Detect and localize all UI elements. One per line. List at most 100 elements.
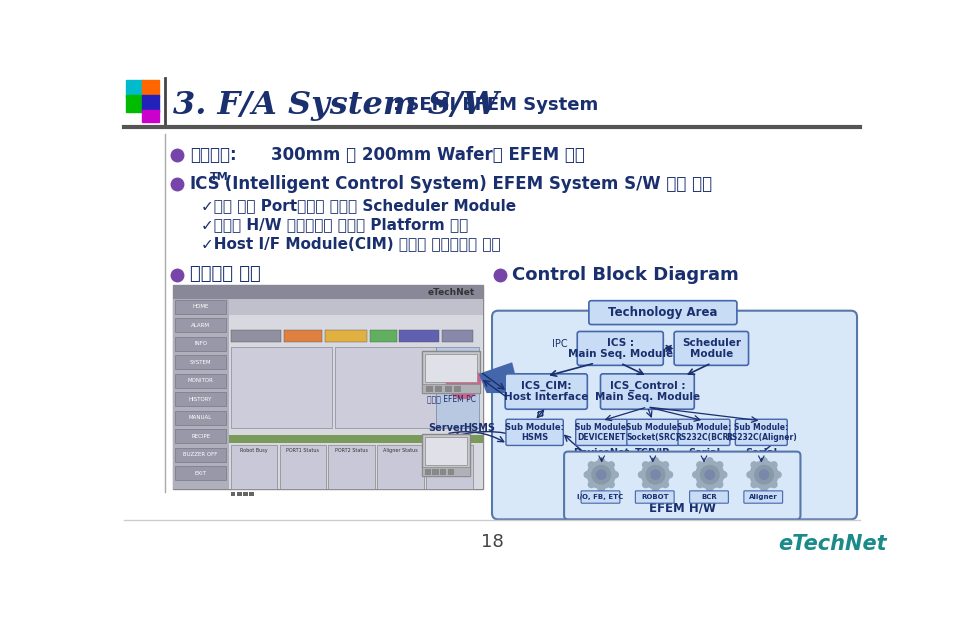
Bar	[328, 445, 375, 489]
Text: HISTORY: HISTORY	[189, 397, 212, 402]
Circle shape	[596, 470, 606, 479]
Text: DeviceNet: DeviceNet	[573, 448, 630, 458]
Bar	[175, 429, 227, 443]
Bar	[425, 437, 468, 465]
Bar	[442, 330, 472, 343]
Bar	[250, 492, 254, 496]
Text: ICS :
Main Seq. Module: ICS : Main Seq. Module	[567, 337, 673, 359]
Circle shape	[775, 471, 781, 478]
Text: (Intelligent Control System) EFEM System S/W 주요 특징: (Intelligent Control System) EFEM System…	[219, 174, 712, 193]
FancyBboxPatch shape	[689, 491, 729, 503]
Text: 반도체 EFEM PC: 반도체 EFEM PC	[427, 395, 476, 404]
Bar	[175, 447, 227, 461]
FancyBboxPatch shape	[735, 419, 787, 446]
Circle shape	[721, 471, 727, 478]
Bar	[440, 470, 446, 475]
Circle shape	[707, 485, 713, 492]
Circle shape	[662, 462, 668, 468]
Circle shape	[446, 365, 480, 398]
Circle shape	[588, 482, 594, 487]
Circle shape	[612, 471, 618, 478]
Bar	[335, 347, 436, 428]
Bar	[422, 384, 480, 393]
Bar	[126, 95, 143, 112]
Bar	[142, 95, 158, 112]
Circle shape	[759, 470, 769, 479]
Text: Sub Module:
HSMS: Sub Module: HSMS	[505, 423, 564, 442]
Bar	[175, 300, 227, 313]
Circle shape	[697, 462, 703, 468]
Text: I/O, FB, ETC: I/O, FB, ETC	[577, 494, 624, 500]
Bar	[436, 386, 443, 392]
FancyBboxPatch shape	[627, 419, 679, 446]
Text: Sub Module:
RS232C(BCR): Sub Module: RS232C(BCR)	[676, 423, 732, 442]
Text: Sub Module:
RS232C(Aligner): Sub Module: RS232C(Aligner)	[726, 423, 797, 442]
Bar	[126, 80, 143, 97]
Circle shape	[755, 465, 774, 484]
FancyBboxPatch shape	[601, 374, 694, 410]
Circle shape	[716, 482, 723, 487]
Circle shape	[653, 458, 659, 464]
Circle shape	[642, 462, 649, 468]
Text: BUZZER OFF: BUZZER OFF	[183, 452, 218, 457]
Bar	[454, 386, 461, 392]
Bar	[175, 319, 227, 332]
Text: 적용분야:: 적용분야:	[190, 146, 236, 164]
Text: ICS_CIM:
Host Interface: ICS_CIM: Host Interface	[504, 380, 588, 403]
Text: 화면구성 사례: 화면구성 사례	[190, 265, 260, 284]
Text: HOME: HOME	[192, 305, 208, 309]
Bar	[426, 445, 472, 489]
Circle shape	[693, 471, 699, 478]
Text: ✓복수 개의 Port대응이 가능한 Scheduler Module: ✓복수 개의 Port대응이 가능한 Scheduler Module	[202, 198, 516, 213]
Bar	[230, 330, 281, 343]
Circle shape	[747, 471, 754, 478]
Bar	[422, 351, 480, 393]
Circle shape	[608, 462, 614, 468]
Bar	[230, 347, 331, 428]
Bar	[283, 330, 323, 343]
Circle shape	[761, 458, 767, 464]
Bar	[175, 466, 227, 480]
Bar	[142, 111, 158, 122]
Circle shape	[642, 482, 649, 487]
Circle shape	[585, 471, 590, 478]
Text: HSMS: HSMS	[464, 423, 495, 433]
Bar	[447, 470, 454, 475]
Text: MANUAL: MANUAL	[189, 415, 212, 420]
Bar	[230, 445, 277, 489]
Bar	[175, 355, 227, 369]
Circle shape	[592, 465, 611, 484]
Bar	[229, 299, 483, 489]
Text: Aligner Status: Aligner Status	[383, 447, 418, 453]
Text: TM: TM	[210, 173, 228, 183]
Text: ROBOT: ROBOT	[641, 494, 668, 500]
Circle shape	[761, 485, 767, 492]
FancyBboxPatch shape	[576, 419, 628, 446]
Text: RECIPE: RECIPE	[191, 434, 210, 439]
FancyBboxPatch shape	[744, 491, 782, 503]
Bar	[173, 285, 483, 489]
FancyBboxPatch shape	[674, 331, 749, 365]
Bar	[229, 299, 483, 315]
Circle shape	[751, 482, 757, 487]
Bar	[432, 470, 439, 475]
Text: PORT2 Status: PORT2 Status	[335, 447, 369, 453]
Text: IPC: IPC	[552, 339, 568, 349]
Circle shape	[771, 482, 777, 487]
Bar	[173, 299, 228, 489]
Text: Scheduler
Module: Scheduler Module	[682, 337, 741, 359]
FancyBboxPatch shape	[678, 419, 730, 446]
Text: Technology Area: Technology Area	[608, 306, 717, 319]
Text: Server: Server	[428, 423, 465, 433]
Bar	[237, 492, 242, 496]
Text: Robot Busy: Robot Busy	[240, 447, 268, 453]
Circle shape	[638, 471, 645, 478]
Text: BCR: BCR	[701, 494, 717, 500]
Text: SYSTEM: SYSTEM	[190, 360, 211, 365]
Circle shape	[706, 470, 714, 479]
Bar	[370, 330, 396, 343]
Bar	[175, 337, 227, 351]
Circle shape	[653, 485, 659, 492]
FancyBboxPatch shape	[588, 301, 737, 325]
Text: ✓Host I/F Module(CIM) 구비로 공장자동화 대응: ✓Host I/F Module(CIM) 구비로 공장자동화 대응	[202, 236, 501, 251]
